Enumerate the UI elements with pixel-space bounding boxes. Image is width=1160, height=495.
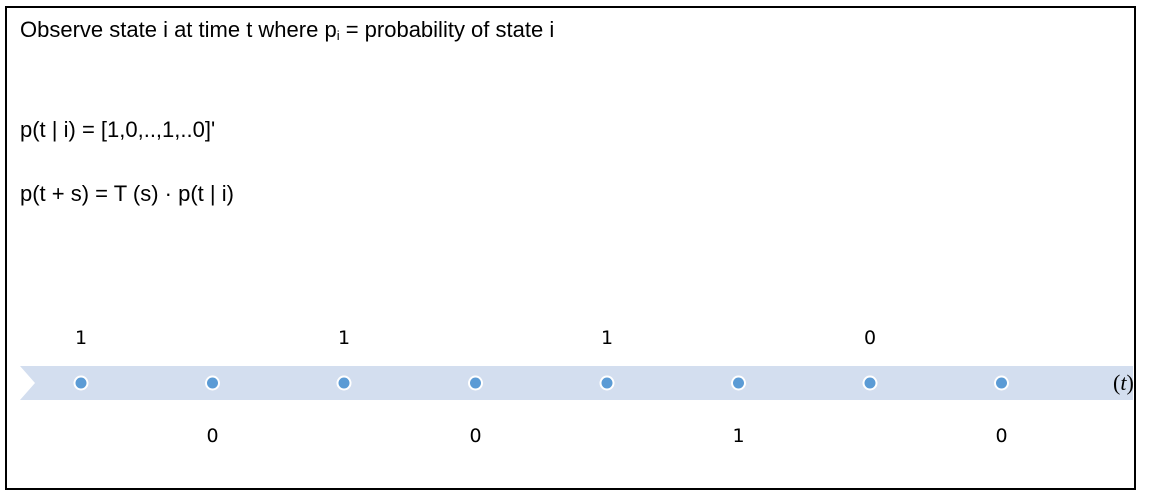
timeline-dot — [994, 375, 1009, 391]
transition-equation: p(t + s) = T (s) · p(t | i) — [20, 181, 234, 206]
timeline-label-below: 0 — [995, 425, 1007, 447]
state-subscript: i — [336, 28, 340, 43]
timeline-dot — [205, 375, 220, 391]
observe-state-text: Observe state i at time t where pi = pro… — [20, 17, 554, 49]
timeline-label-above: 1 — [338, 327, 350, 349]
diagram-frame — [5, 6, 1136, 490]
timeline-label-above: 1 — [601, 327, 613, 349]
timeline-band — [20, 366, 1133, 400]
timeline-dot — [468, 375, 483, 391]
observe-state-text-end: = probability of state i — [339, 17, 555, 42]
time-axis-close-paren: ) — [1126, 370, 1133, 395]
timeline-label-above: 1 — [75, 327, 87, 349]
observe-state-text-start: Observe state i at time t where p — [20, 17, 337, 42]
timeline-dot — [731, 375, 746, 391]
time-axis-label: (t) — [1113, 370, 1134, 395]
timeline-label-above: 0 — [864, 327, 876, 349]
timeline-marks: 1 0 1 0 1 1 0 0 — [73, 327, 1009, 447]
timeline-label-below: 0 — [469, 425, 481, 447]
timeline-label-below: 1 — [732, 425, 744, 447]
conditional-probability-vector: p(t | i) = [1,0,..,1,..0]' — [20, 117, 216, 142]
timeline-dot — [599, 375, 615, 391]
timeline-label-below: 0 — [206, 425, 218, 447]
timeline-dot — [862, 375, 878, 391]
time-axis-open-paren: ( — [1113, 370, 1120, 395]
timeline-dot — [73, 375, 89, 391]
time-axis-variable: t — [1120, 370, 1127, 395]
timeline-dot — [336, 375, 352, 391]
